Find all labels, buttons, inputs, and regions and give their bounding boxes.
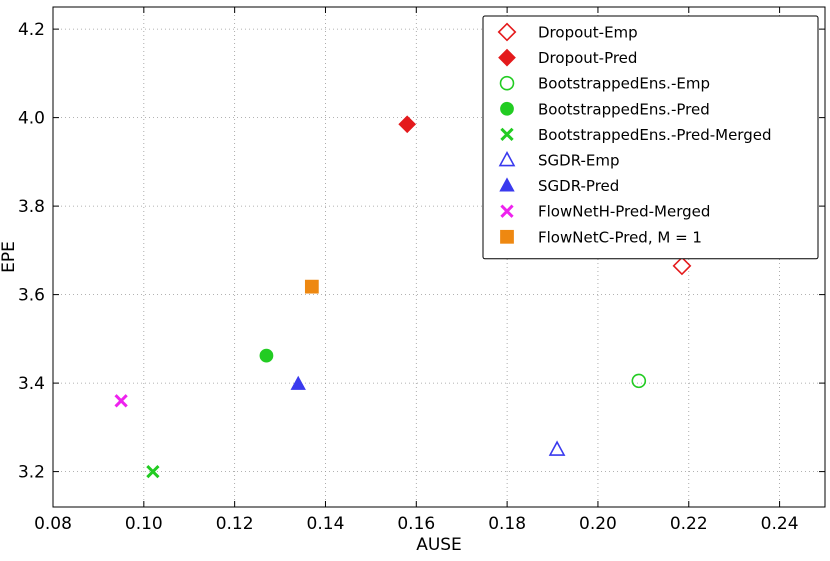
x-tick-label: 0.18 — [488, 514, 526, 534]
x-tick-label: 0.12 — [216, 514, 254, 534]
legend-item: BootstrappedEns.-Pred — [500, 100, 710, 118]
marker-legend-6 — [499, 177, 515, 192]
marker-legend-2 — [499, 75, 515, 91]
marker-point-8 — [304, 279, 319, 294]
marker-legend-4 — [500, 127, 514, 142]
legend-label: BootstrappedEns.-Pred — [538, 100, 710, 118]
plot-frame — [52, 6, 826, 508]
x-axis-label: AUSE — [416, 535, 462, 555]
marker-legend-5 — [498, 150, 516, 167]
marker-point-1 — [398, 115, 417, 134]
x-tick-label: 0.16 — [397, 514, 435, 534]
marker-legend-3 — [500, 101, 514, 116]
legend-label: FlowNetH-Pred-Merged — [538, 203, 710, 221]
x-tick-label: 0.22 — [670, 514, 708, 534]
marker-legend-7 — [500, 204, 514, 218]
marker-legend-1 — [498, 48, 516, 67]
legend-item: FlowNetC-Pred, M = 1 — [500, 228, 702, 246]
data-point — [548, 440, 566, 456]
y-tick-label: 3.2 — [18, 463, 45, 483]
data-point — [672, 256, 692, 276]
legend-item: Dropout-Pred — [498, 48, 637, 67]
y-tick-label: 3.6 — [18, 286, 45, 306]
grid — [52, 7, 825, 507]
legend-label: Dropout-Pred — [538, 49, 637, 67]
legend-label: SGDR-Pred — [538, 177, 619, 195]
y-tick-label: 4.2 — [18, 20, 45, 40]
y-axis-ticks: 3.2 3.4 3.6 3.8 4.0 4.2 — [18, 20, 825, 483]
legend-label: SGDR-Emp — [538, 152, 620, 170]
x-tick-label: 0.10 — [125, 514, 163, 534]
legend-label: Dropout-Emp — [538, 24, 638, 42]
data-point — [631, 373, 647, 389]
y-tick-label: 3.8 — [18, 197, 45, 217]
data-point — [259, 348, 274, 363]
marker-legend-0 — [497, 22, 517, 42]
data-point — [146, 464, 160, 479]
marker-point-3 — [259, 348, 274, 363]
data-point — [290, 375, 306, 390]
legend-box — [482, 15, 819, 260]
data-point — [398, 115, 417, 134]
legend-item: SGDR-Emp — [498, 150, 620, 170]
legend-item: FlowNetH-Pred-Merged — [500, 203, 710, 221]
x-tick-label: 0.14 — [307, 514, 345, 534]
marker-point-4 — [146, 464, 160, 479]
legend: Dropout-Emp Dropout-Pred BootstrappedEns.-… — [482, 15, 819, 260]
marker-point-5 — [548, 440, 566, 456]
y-tick-label: 3.4 — [18, 374, 45, 394]
legend-item: SGDR-Pred — [499, 177, 619, 195]
data-point — [304, 279, 319, 294]
marker-point-7 — [114, 394, 128, 408]
legend-label: BootstrappedEns.-Emp — [538, 75, 710, 93]
marker-point-0 — [672, 256, 692, 276]
data-point — [114, 394, 128, 408]
legend-label: BootstrappedEns.-Pred-Merged — [538, 126, 771, 144]
x-axis-ticks: 0.08 0.10 0.12 0.14 0.16 0.18 0.20 0.22 0.24 — [34, 7, 799, 534]
legend-item: BootstrappedEns.-Pred-Merged — [500, 126, 771, 144]
x-tick-label: 0.24 — [761, 514, 799, 534]
y-axis-label: EPE — [0, 241, 19, 273]
marker-point-2 — [631, 373, 647, 389]
x-tick-label: 0.08 — [34, 514, 72, 534]
legend-label: FlowNetC-Pred, M = 1 — [538, 228, 702, 246]
y-tick-label: 4.0 — [18, 109, 45, 129]
legend-item: BootstrappedEns.-Emp — [499, 75, 710, 93]
legend-item: Dropout-Emp — [497, 22, 638, 42]
data-points — [114, 115, 692, 479]
x-tick-label: 0.20 — [579, 514, 617, 534]
marker-legend-8 — [500, 229, 514, 244]
marker-point-6 — [290, 375, 306, 390]
